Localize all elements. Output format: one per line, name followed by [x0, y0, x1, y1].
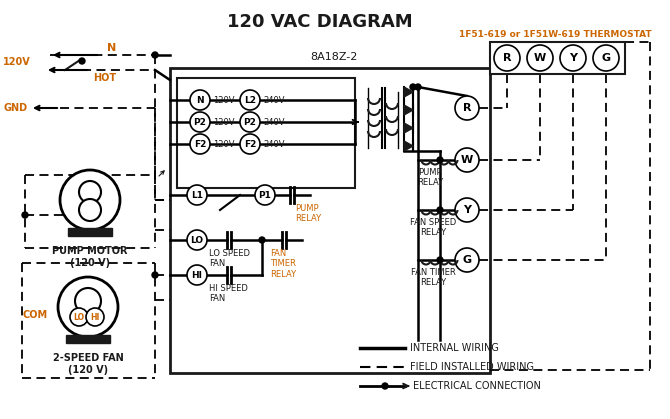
- Text: P2: P2: [244, 117, 257, 127]
- Circle shape: [560, 45, 586, 71]
- Circle shape: [455, 96, 479, 120]
- Text: FAN
TIMER
RELAY: FAN TIMER RELAY: [270, 249, 296, 279]
- Text: LO: LO: [74, 313, 84, 321]
- Text: 1F51-619 or 1F51W-619 THERMOSTAT: 1F51-619 or 1F51W-619 THERMOSTAT: [459, 30, 651, 39]
- Text: 120 VAC DIAGRAM: 120 VAC DIAGRAM: [227, 13, 413, 31]
- Text: FAN TIMER
RELAY: FAN TIMER RELAY: [411, 268, 456, 287]
- Bar: [66, 335, 110, 343]
- Text: N: N: [196, 96, 204, 104]
- Text: COM: COM: [23, 310, 48, 320]
- Text: G: G: [602, 53, 610, 63]
- Circle shape: [437, 207, 443, 213]
- Text: LO: LO: [190, 235, 204, 245]
- Text: F2: F2: [194, 140, 206, 148]
- Text: L1: L1: [191, 191, 203, 199]
- Text: W: W: [461, 155, 473, 165]
- Circle shape: [437, 157, 443, 163]
- Text: HI: HI: [90, 313, 100, 321]
- Circle shape: [494, 45, 520, 71]
- Circle shape: [437, 257, 443, 263]
- Text: 240V: 240V: [263, 117, 285, 127]
- Circle shape: [187, 265, 207, 285]
- Text: FAN SPEED
RELAY: FAN SPEED RELAY: [410, 218, 456, 238]
- Circle shape: [455, 148, 479, 172]
- Text: Y: Y: [463, 205, 471, 215]
- Text: N: N: [107, 43, 117, 53]
- Text: G: G: [462, 255, 472, 265]
- Text: F2: F2: [244, 140, 256, 148]
- Bar: [177, 78, 355, 188]
- Bar: [170, 68, 490, 373]
- Polygon shape: [404, 87, 413, 97]
- Circle shape: [22, 212, 28, 218]
- Circle shape: [190, 90, 210, 110]
- Circle shape: [455, 198, 479, 222]
- Bar: [68, 228, 112, 236]
- Text: 120V: 120V: [213, 140, 234, 148]
- Circle shape: [410, 84, 416, 90]
- Circle shape: [60, 170, 120, 230]
- Circle shape: [187, 185, 207, 205]
- Circle shape: [527, 45, 553, 71]
- Circle shape: [190, 134, 210, 154]
- Circle shape: [79, 199, 101, 221]
- Text: HI: HI: [192, 271, 202, 279]
- Circle shape: [259, 237, 265, 243]
- Circle shape: [240, 90, 260, 110]
- Text: P2: P2: [194, 117, 206, 127]
- Text: P1: P1: [259, 191, 271, 199]
- Circle shape: [415, 84, 421, 90]
- Text: 120V: 120V: [213, 96, 234, 104]
- Circle shape: [240, 112, 260, 132]
- Text: ELECTRICAL CONNECTION: ELECTRICAL CONNECTION: [413, 381, 541, 391]
- Text: 240V: 240V: [263, 96, 285, 104]
- Text: PUMP
RELAY: PUMP RELAY: [417, 168, 443, 187]
- Circle shape: [240, 134, 260, 154]
- Text: Y: Y: [569, 53, 577, 63]
- Circle shape: [86, 308, 104, 326]
- Text: INTERNAL WIRING: INTERNAL WIRING: [410, 343, 499, 353]
- Circle shape: [187, 230, 207, 250]
- Text: 240V: 240V: [263, 140, 285, 148]
- Bar: [490, 42, 625, 74]
- Text: 120V: 120V: [3, 57, 31, 67]
- Text: PUMP
RELAY: PUMP RELAY: [295, 204, 321, 223]
- Circle shape: [152, 52, 158, 58]
- Circle shape: [382, 383, 388, 389]
- Text: HOT: HOT: [93, 73, 116, 83]
- Circle shape: [255, 185, 275, 205]
- Text: PUMP MOTOR
(120 V): PUMP MOTOR (120 V): [52, 246, 128, 268]
- Circle shape: [455, 248, 479, 272]
- Polygon shape: [404, 123, 413, 133]
- Text: LO SPEED
FAN: LO SPEED FAN: [209, 249, 250, 269]
- Circle shape: [70, 308, 88, 326]
- Text: 120V: 120V: [213, 117, 234, 127]
- Text: R: R: [502, 53, 511, 63]
- Text: L2: L2: [244, 96, 256, 104]
- Circle shape: [58, 277, 118, 337]
- Circle shape: [79, 58, 85, 64]
- Text: HI SPEED
FAN: HI SPEED FAN: [209, 284, 248, 303]
- Polygon shape: [404, 141, 413, 151]
- Circle shape: [190, 112, 210, 132]
- Text: 8A18Z-2: 8A18Z-2: [310, 52, 357, 62]
- Text: FIELD INSTALLED WIRING: FIELD INSTALLED WIRING: [410, 362, 534, 372]
- Circle shape: [152, 272, 158, 278]
- Circle shape: [593, 45, 619, 71]
- Text: W: W: [534, 53, 546, 63]
- Polygon shape: [404, 105, 413, 115]
- Text: R: R: [463, 103, 471, 113]
- Text: GND: GND: [3, 103, 27, 113]
- Text: 2-SPEED FAN
(120 V): 2-SPEED FAN (120 V): [53, 353, 123, 375]
- Circle shape: [75, 288, 101, 314]
- Circle shape: [79, 181, 101, 203]
